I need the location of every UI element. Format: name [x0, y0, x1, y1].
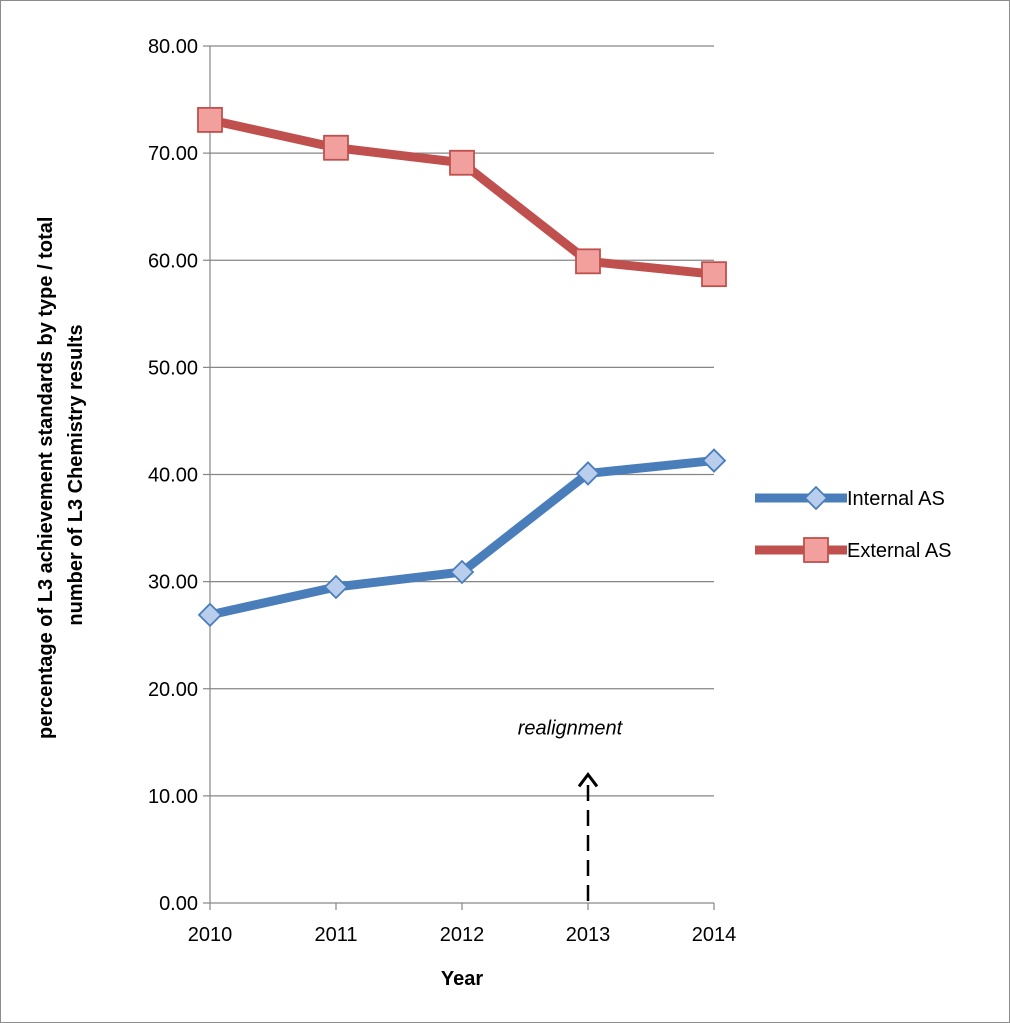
data-point	[701, 261, 727, 288]
annotation-layer: realignment	[518, 717, 624, 901]
series-layer	[197, 107, 727, 628]
series-line	[205, 115, 719, 279]
y-tick-label: 30.00	[148, 572, 198, 594]
gridlines	[203, 45, 715, 910]
x-tick-label: 2013	[566, 924, 611, 946]
data-point	[575, 248, 601, 275]
y-tick-label: 60.00	[148, 250, 198, 272]
data-point	[197, 107, 223, 133]
y-axis-title: percentage of L3 achievement standards b…	[35, 211, 87, 739]
legend-item: Internal AS	[755, 485, 945, 511]
x-tick-label: 2014	[692, 924, 737, 946]
y-tick-label: 70.00	[148, 143, 198, 165]
data-point	[449, 149, 475, 176]
x-tick-label: 2012	[440, 924, 485, 946]
data-point	[575, 461, 601, 486]
y-tick-labels: 0.00 10.00 20.00 30.00 40.00 50.00 60.00 70.00 8…	[148, 36, 198, 915]
legend-label: External AS	[847, 540, 952, 562]
y-tick-label: 40.00	[148, 465, 198, 487]
realignment-arrow-head	[577, 771, 599, 788]
series-external-as	[197, 107, 727, 288]
legend-item: External AS	[755, 537, 952, 563]
y-tick-label: 0.00	[159, 893, 198, 915]
y-tick-label: 50.00	[148, 357, 198, 379]
y-tick-label: 10.00	[148, 786, 198, 808]
y-tick-label: 80.00	[148, 36, 198, 58]
data-point	[197, 602, 223, 628]
data-point	[449, 559, 475, 585]
series-internal-as	[197, 448, 727, 628]
x-axis-title: Year	[441, 968, 483, 990]
x-tick-labels: 2010 2011 2012 2013 2014	[188, 924, 737, 946]
y-axis-title-line2: number of L3 Chemistry results	[65, 324, 87, 625]
realignment-label: realignment	[518, 717, 624, 739]
data-point	[323, 574, 349, 600]
series-line	[205, 456, 719, 620]
x-tick-label: 2011	[314, 924, 357, 946]
legend-marker	[803, 485, 829, 511]
data-point	[323, 134, 349, 161]
y-axis-title-line1: percentage of L3 achievement standards b…	[35, 217, 57, 739]
legend: Internal AS External AS	[755, 485, 952, 563]
legend-label: Internal AS	[847, 488, 945, 510]
x-tick-label: 2010	[188, 924, 233, 946]
y-tick-label: 20.00	[148, 679, 198, 701]
data-point	[701, 448, 727, 473]
legend-marker	[803, 537, 829, 563]
